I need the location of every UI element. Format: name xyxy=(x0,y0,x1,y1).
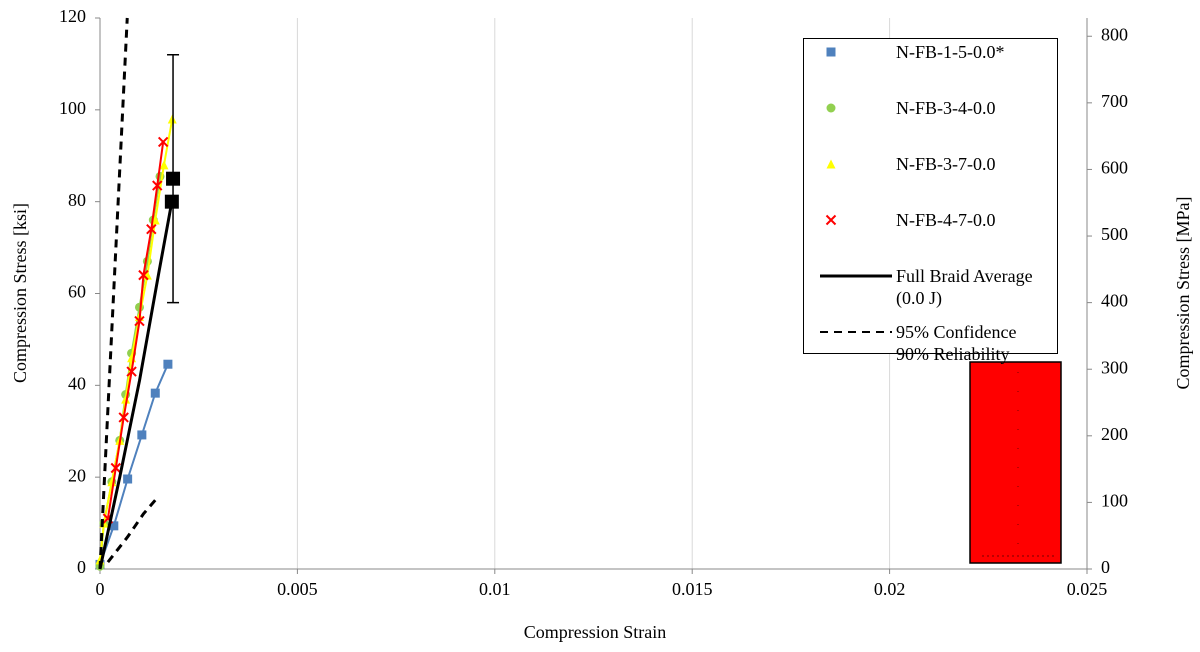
marker xyxy=(138,269,149,281)
marker xyxy=(164,194,179,209)
specimen-photo xyxy=(969,361,1062,564)
legend-entry: N-FB-3-4-0.0 xyxy=(804,97,1057,153)
x-tick-label: 0 xyxy=(96,579,105,599)
specimen-image xyxy=(969,361,1062,564)
x-tick-label: 0.005 xyxy=(277,579,318,599)
y-axis-title: Compression Stress [ksi] xyxy=(10,203,30,383)
series-line xyxy=(98,17,159,570)
y-tick-label: 60 xyxy=(68,282,86,302)
marker xyxy=(137,430,147,440)
marker xyxy=(826,47,836,57)
y-tick-label: 120 xyxy=(59,6,86,26)
y2-tick-label: 500 xyxy=(1101,224,1128,244)
y2-tick-label: 800 xyxy=(1101,24,1128,44)
marker xyxy=(126,366,137,377)
x-tick-label: 0.01 xyxy=(479,579,511,599)
marker xyxy=(167,114,177,124)
y-tick-label: 80 xyxy=(68,190,86,210)
y2-axis-title: Compression Stress [MPa] xyxy=(1173,197,1193,390)
x-tick-label: 0.02 xyxy=(874,579,906,599)
marker xyxy=(121,394,131,404)
marker xyxy=(150,388,160,398)
marker xyxy=(123,474,133,484)
x-tick-label: 0.025 xyxy=(1067,579,1108,599)
marker xyxy=(110,462,121,474)
legend-symbol xyxy=(826,47,836,57)
legend-symbol xyxy=(820,274,892,278)
legend-entry: N-FB-1-5-0.0* xyxy=(804,41,1057,97)
marker xyxy=(159,160,169,170)
legend-label: N-FB-3-7-0.0 xyxy=(896,154,996,174)
y2-tick-label: 400 xyxy=(1101,291,1128,311)
legend-label: N-FB-3-4-0.0 xyxy=(896,98,996,118)
y-tick-label: 0 xyxy=(77,557,86,577)
y2-tick-label: 100 xyxy=(1101,491,1128,511)
legend-entry: N-FB-4-7-0.0 xyxy=(804,209,1057,265)
legend-symbol xyxy=(826,103,836,113)
legend: N-FB-1-5-0.0* N-FB-3-4-0.0 N-FB-3-7-0.0 N-F… xyxy=(803,38,1058,364)
y2-tick-label: 600 xyxy=(1101,158,1128,178)
legend-label: Full Braid Average (0.0 J) xyxy=(896,266,1033,308)
x-axis-title: Compression Strain xyxy=(524,622,667,642)
legend-entry: N-FB-3-7-0.0 xyxy=(804,153,1057,209)
x-tick-label: 0.015 xyxy=(672,579,713,599)
y-tick-label: 40 xyxy=(68,373,86,393)
marker xyxy=(157,136,169,148)
y2-tick-label: 300 xyxy=(1101,357,1128,377)
marker xyxy=(152,180,163,191)
y2-tick-label: 200 xyxy=(1101,424,1128,444)
legend-label: 95% Confidence 90% Reliability xyxy=(896,322,1017,364)
y2-tick-label: 0 xyxy=(1101,557,1110,577)
y2-tick-label: 700 xyxy=(1101,91,1128,111)
marker xyxy=(134,315,145,327)
marker xyxy=(825,214,837,226)
legend-label: N-FB-1-5-0.0* xyxy=(896,42,1005,62)
legend-entry: 95% Confidence 90% Reliability xyxy=(804,321,1057,377)
legend-entry: Full Braid Average (0.0 J) xyxy=(804,265,1057,321)
y-tick-label: 20 xyxy=(68,465,86,485)
legend-symbol xyxy=(825,214,837,226)
marker xyxy=(163,359,173,369)
marker xyxy=(826,159,836,169)
legend-label: N-FB-4-7-0.0 xyxy=(896,210,996,230)
marker xyxy=(146,224,157,235)
marker xyxy=(118,412,129,423)
marker xyxy=(109,521,119,531)
legend-symbol xyxy=(826,159,836,169)
y-tick-label: 100 xyxy=(59,98,86,118)
marker xyxy=(166,171,181,186)
marker xyxy=(826,103,836,113)
series-line xyxy=(99,363,169,565)
series-line xyxy=(98,201,174,570)
legend-symbol xyxy=(820,331,892,333)
